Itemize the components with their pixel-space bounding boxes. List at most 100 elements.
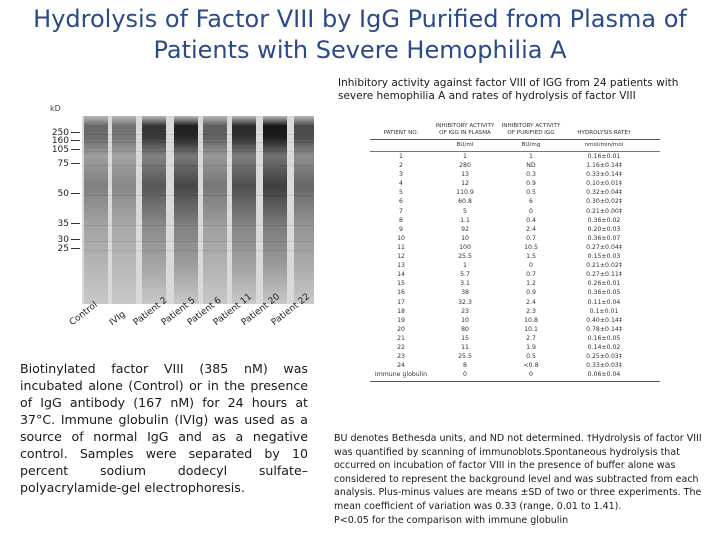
table-cell: 0.9 [498,288,564,297]
table-cell: 80 [432,325,498,334]
table-cell: 0.14±0.02 [564,343,644,352]
column-unit: BU/mg [498,142,564,148]
column-unit: BU/ml [432,142,498,148]
table-cell: 23 [370,352,432,361]
table-cell: 12 [370,252,432,261]
table-cell: 2.7 [498,334,564,343]
table-cell: 92 [432,225,498,234]
gel-image [82,116,314,304]
marker-band [82,241,314,242]
table-cell: 20 [370,325,432,334]
table-row: 3 13 0.3 0.33±0.14‡ [370,170,660,179]
table-cell: 0.15±0.03 [564,252,644,261]
marker-tick [71,163,80,164]
table-row: 1 1 1 0.16±0.01 [370,152,660,161]
marker-tick [71,132,80,133]
table-cell: 8 [432,361,498,370]
table-cell: 1.9 [498,343,564,352]
table-row: 7 5 0 0.21±0.00‡ [370,207,660,216]
column-unit [370,142,432,148]
table-cell: 13 [370,261,432,270]
marker-label: 50 [58,189,69,199]
marker-tick [71,193,80,194]
column-header: Patient No. [370,130,432,137]
table-cell: 18 [370,307,432,316]
table-cell: 32.3 [432,298,498,307]
table-cell: ND [498,161,564,170]
table-cell: 10.1 [498,325,564,334]
table-cell: 6 [498,197,564,206]
marker-label: 75 [58,159,69,169]
table-cell: 22 [370,343,432,352]
marker-tick [71,239,80,240]
table-cell: 0.3 [498,170,564,179]
marker-band [82,195,314,196]
table-cell: 16 [370,288,432,297]
gel-lane [174,116,198,304]
gel-caption: Biotinylated factor VIII (385 nM) was in… [20,360,308,496]
gel-lane [203,116,227,304]
marker-label: 105 [52,145,69,155]
table-cell: 0.5 [498,188,564,197]
column-header: Inhibitory Activity of IgG in Plasma [432,123,498,136]
table-cell: 280 [432,161,498,170]
slide-title: Hydrolysis of Factor VIII by IgG Purifie… [0,4,720,66]
table-cell: 110.9 [432,188,498,197]
marker-band [82,165,314,166]
table-row: Immune globulin 0 0 0.06±0.04 [370,370,660,379]
title-line-1: Hydrolysis of Factor VIII by IgG Purifie… [0,4,720,35]
table-cell: 0.78±0.14‡ [564,325,644,334]
table-row: 9 92 2.4 0.20±0.03 [370,225,660,234]
table-caption-main: BU denotes Bethesda units, and ND not de… [334,432,712,514]
table-cell: 4 [370,179,432,188]
table-cell: 0.21±0.02‡ [564,261,644,270]
table-cell: 0.30±0.02‡ [564,197,644,206]
table-cell: 21 [370,334,432,343]
table-row: 10 10 0.7 0.36±0.07 [370,234,660,243]
table-cell: 60.8 [432,197,498,206]
marker-105: 105 [42,145,80,155]
table-cell: 10 [432,234,498,243]
table-row: 22 11 1.9 0.14±0.02 [370,343,660,352]
table-cell: 15 [370,279,432,288]
table-row: 15 3.1 1.2 0.26±0.01 [370,279,660,288]
table-cell: 1.2 [498,279,564,288]
table-cell: 0.06±0.04 [564,370,644,379]
table-cell: 19 [370,316,432,325]
table-cell: 14 [370,270,432,279]
table-header: Patient No. Inhibitory Activity of IgG in… [370,112,660,140]
marker-band [82,250,314,251]
table-cell: 1 [370,152,432,161]
table-cell: 0.7 [498,270,564,279]
table-row: 6 60.8 6 0.30±0.02‡ [370,197,660,206]
table-cell: 0.4 [498,216,564,225]
column-unit: nmol/min/mol [564,142,644,148]
table-body: 1 1 1 0.16±0.01 2 280 ND 1.16±0.14‡ 3 13 0.3 0.33±0… [370,152,660,379]
table-row: 18 23 2.3 0.1±0.01 [370,307,660,316]
table-row: 13 1 0 0.21±0.02‡ [370,261,660,270]
table-cell: 0.5 [498,352,564,361]
table-cell: 2.4 [498,225,564,234]
table-cell: 3 [370,170,432,179]
table-row: 8 1.1 0.4 0.36±0.02 [370,216,660,225]
kd-unit-label: kD [50,104,61,113]
table-cell: 15 [432,334,498,343]
lane-label: Control [68,300,100,328]
gel-lane [263,116,287,304]
table-cell: 6 [370,197,432,206]
marker-50: 50 [42,189,80,199]
gel-lane [294,116,314,304]
table-cell: 0.32±0.04‡ [564,188,644,197]
table-cell: Immune globulin [370,370,432,379]
table-row: 5 110.9 0.5 0.32±0.04‡ [370,188,660,197]
gel-lane [142,116,166,304]
table-units-row: BU/ml BU/mg nmol/min/mol [370,140,660,152]
gel-lane [84,116,108,304]
table-cell: 1.16±0.14‡ [564,161,644,170]
table-cell: 9 [370,225,432,234]
table-cell: 0.20±0.03 [564,225,644,234]
table-cell: 0.27±0.11‡ [564,270,644,279]
table-cell: 0.21±0.00‡ [564,207,644,216]
table-cell: 0.10±0.01‡ [564,179,644,188]
table-cell: 0 [498,370,564,379]
